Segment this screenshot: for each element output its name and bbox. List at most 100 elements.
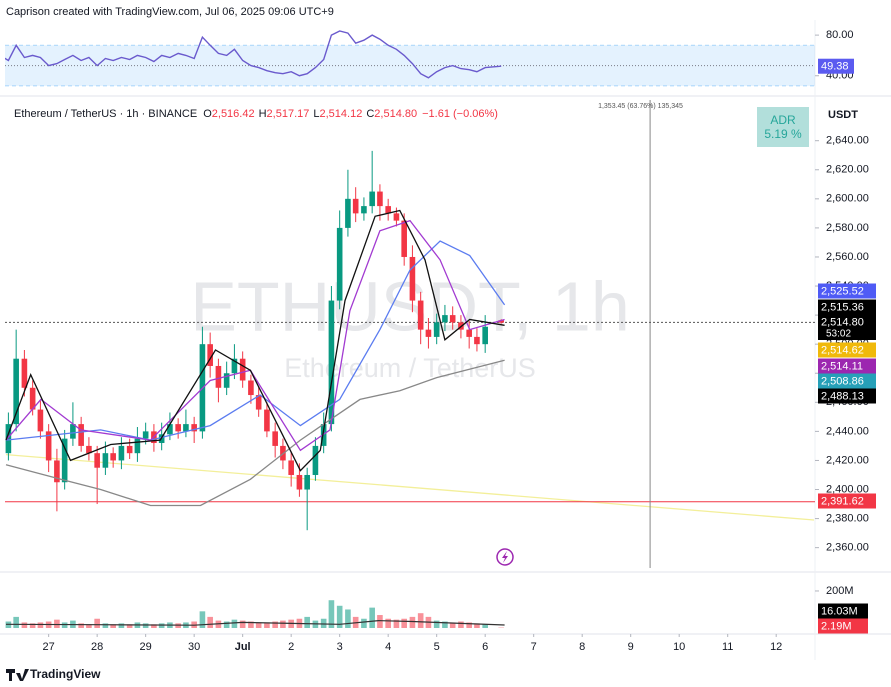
candle-body [21, 358, 28, 388]
price-label-bg [818, 358, 876, 374]
volume-bar [0, 621, 3, 628]
volume-bar [110, 624, 116, 628]
candle-body [102, 453, 109, 468]
candle-body [239, 358, 246, 381]
volume-bar [417, 613, 424, 628]
price-label-bg [818, 493, 876, 509]
candle-body [369, 191, 375, 207]
candle-body [78, 424, 84, 446]
volume-label: 2.19M [821, 620, 852, 632]
countdown: 53:02 [826, 329, 851, 340]
volume-bar [37, 622, 44, 628]
candle-body [433, 322, 440, 337]
price-label-bg [818, 299, 876, 315]
price-label: 2,514.80 [821, 316, 864, 328]
volume-bar [449, 622, 456, 628]
candle-body [425, 329, 432, 337]
legend-item: Ethereum / TetherUS · 1h · BINANCE [14, 108, 197, 120]
volume-bar [264, 622, 270, 628]
volume-bar [86, 624, 92, 628]
price-label: 2,508.86 [821, 375, 864, 387]
x-tick-label: 28 [91, 641, 103, 653]
currency: USDT [828, 109, 858, 121]
price-label-bg [818, 342, 876, 358]
volume-bar [118, 623, 125, 628]
x-tick-label: 27 [43, 641, 55, 653]
volume-bar [151, 624, 157, 628]
crosshair-label: 1,353.45 (63.76%) 135,345 [598, 103, 683, 110]
volume-bar [433, 620, 440, 628]
rsi-line [5, 30, 502, 79]
y-tick-label: 2,580.00 [826, 222, 869, 234]
volume-bar [377, 615, 383, 628]
candle-body [207, 344, 213, 366]
volume-bar [126, 624, 133, 628]
legend: Ethereum / TetherUS · 1h · BINANCE O2,516… [14, 108, 498, 120]
x-tick-label: Jul [235, 641, 251, 653]
candle-body [409, 256, 416, 301]
price-label-bg [818, 314, 876, 330]
volume-bar [29, 623, 36, 628]
rsi-value-label-bg [818, 58, 854, 74]
legend-item: H [259, 108, 267, 120]
candle-body [70, 424, 76, 439]
volume-bar [401, 618, 407, 628]
candle-body [215, 365, 222, 388]
trendline [5, 453, 815, 521]
volume-bar [345, 609, 351, 628]
adr-value: 5.19 % [764, 127, 802, 141]
price-label: 2,488.13 [821, 390, 864, 402]
candle-body [134, 438, 141, 454]
candle-body [336, 227, 343, 301]
price-label: 2,514.62 [821, 344, 864, 356]
y-tick-label: 80.00 [826, 29, 854, 41]
candle-body [449, 315, 456, 323]
x-tick-label: 11 [722, 641, 733, 653]
x-tick-label: 29 [140, 641, 152, 653]
x-tick-label: 30 [188, 641, 200, 653]
price-label: 2,391.62 [821, 495, 864, 507]
rsi-pane [5, 30, 815, 87]
candle-body [191, 424, 197, 432]
candle-body [474, 336, 480, 345]
candle-body [231, 358, 238, 374]
y-tick-label: 2,380.00 [826, 512, 869, 524]
watermark-subtitle: Ethereum / TetherUS [284, 353, 536, 383]
candle-body [264, 409, 270, 432]
y-tick-label: 2,400.00 [826, 483, 869, 495]
candle-body [272, 431, 278, 446]
volume-bar [54, 619, 60, 628]
volume-bar [466, 622, 472, 628]
volume-bar [78, 623, 84, 628]
volume-bar [458, 621, 464, 628]
y-tick-label: 2,600.00 [826, 193, 869, 205]
volume-bar [223, 621, 230, 628]
candle-body [296, 474, 303, 490]
footer-brand: TradingView [30, 667, 101, 681]
volume-bar [320, 618, 327, 628]
candle-body [401, 220, 407, 257]
moving-average [5, 359, 505, 507]
axes: 80.0040.0049.38USDT2,360.002,380.002,400… [43, 29, 876, 653]
volume-bar [61, 622, 68, 628]
volume-bar [369, 607, 375, 628]
legend-item: C [366, 108, 374, 120]
candle-body [466, 329, 472, 337]
x-tick-label: 3 [337, 641, 343, 653]
volume-bar [474, 623, 480, 628]
volume-bar [304, 616, 310, 628]
candle-body [61, 438, 68, 483]
volume-bar [102, 623, 109, 628]
candle-body [248, 380, 254, 396]
volume-label-bg [818, 618, 868, 634]
volume-bar [199, 611, 206, 628]
x-tick-label: 12 [770, 641, 782, 653]
candle-body [482, 326, 488, 345]
candle-body [183, 424, 189, 432]
candle-body [110, 453, 116, 461]
x-tick-label: 9 [628, 641, 634, 653]
volume-pane [0, 600, 505, 628]
legend-item: 2,514.12 [320, 108, 363, 120]
